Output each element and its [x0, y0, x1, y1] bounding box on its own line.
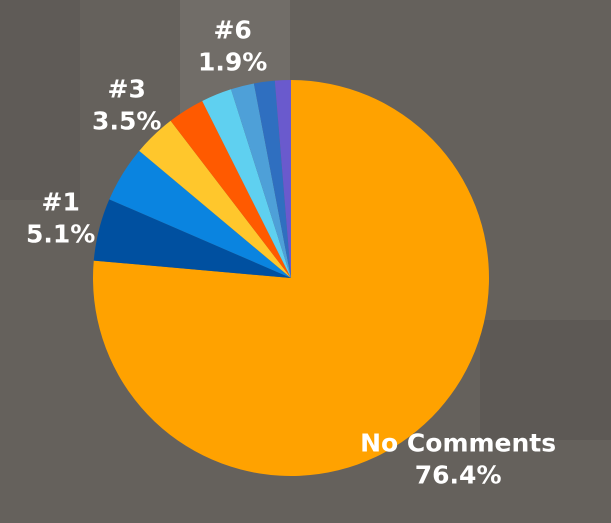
slice-label: #3	[108, 74, 146, 103]
background-building	[480, 320, 611, 440]
pie-slice	[139, 120, 291, 278]
slice-value-label: 3.5%	[92, 106, 161, 135]
slice-value-label: 1.9%	[198, 48, 267, 77]
slice-label: No Comments	[360, 429, 556, 458]
pie-slice	[170, 101, 291, 278]
background-building	[0, 0, 80, 200]
slice-value-label: 76.4%	[415, 461, 502, 490]
pie-slice	[202, 89, 291, 278]
slice-value-label: 5.1%	[26, 220, 95, 249]
pie-slice	[253, 80, 291, 278]
pie-slice	[230, 83, 291, 278]
pie-slice	[93, 199, 291, 278]
slice-label: #1	[42, 188, 80, 217]
pie-slice	[109, 150, 292, 278]
slice-label: #6	[213, 16, 251, 45]
pie-slice	[274, 80, 291, 278]
